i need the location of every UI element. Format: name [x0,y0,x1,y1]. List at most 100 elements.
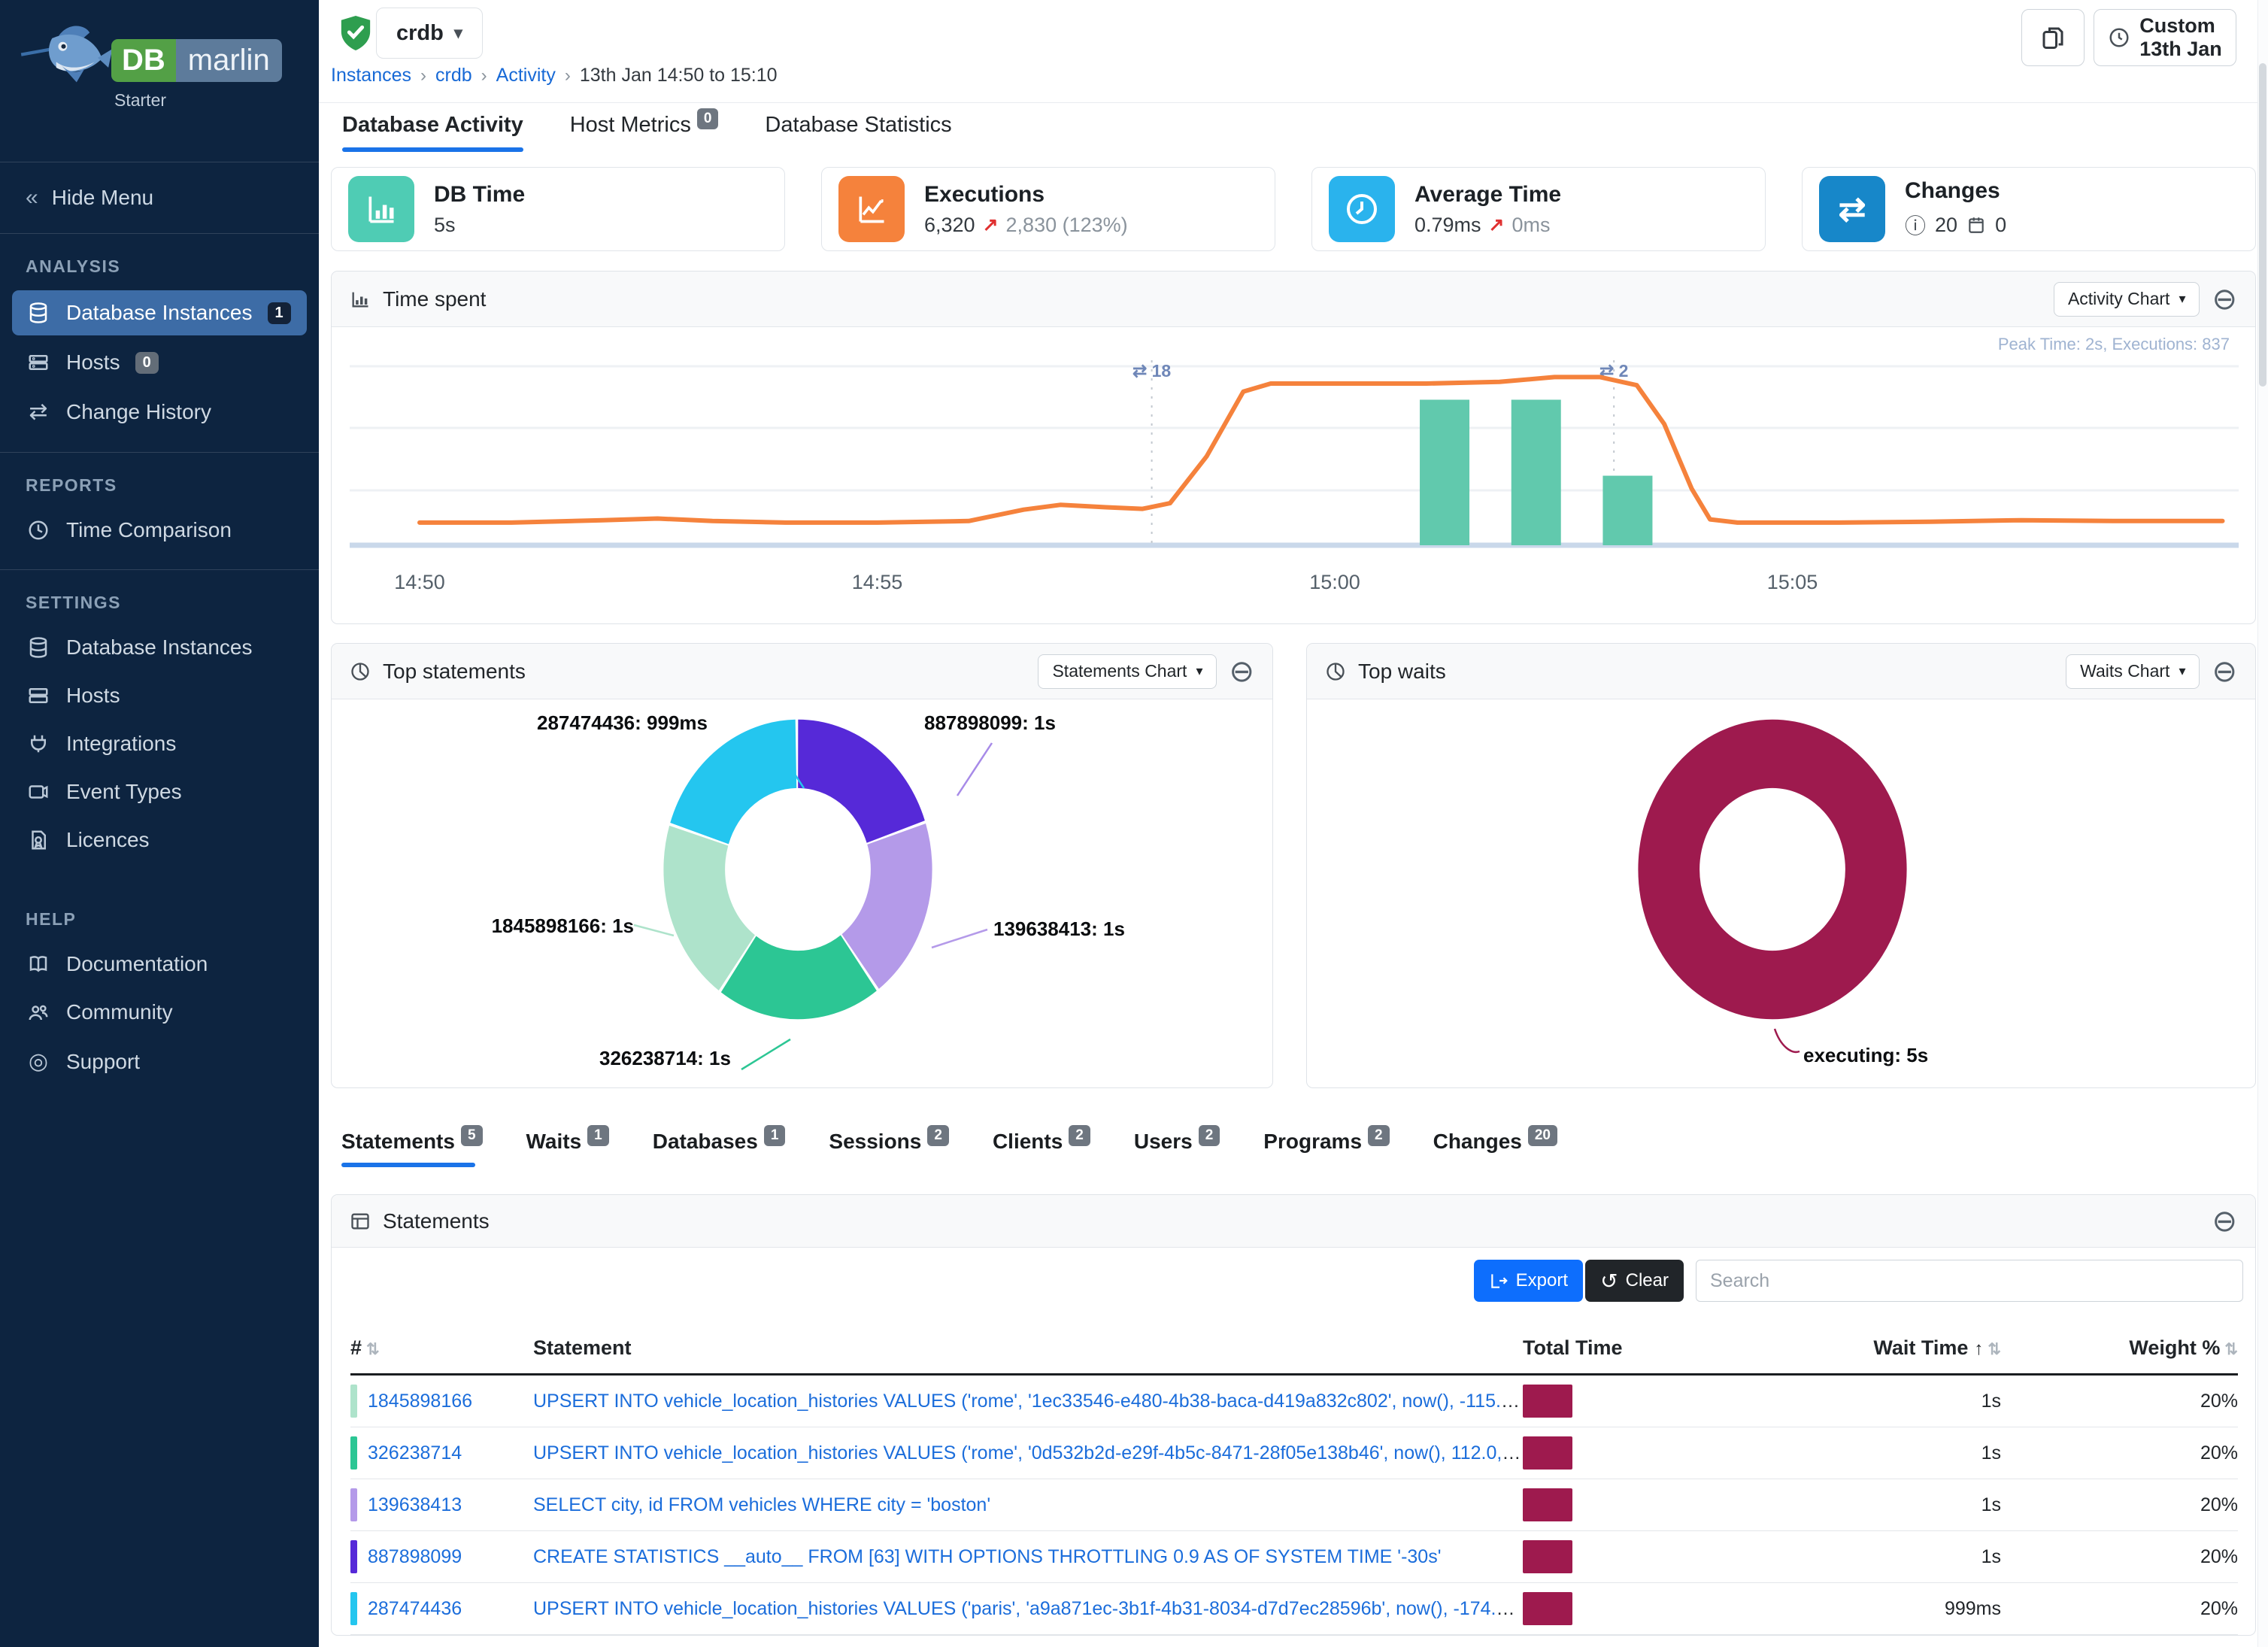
sidebar-item-database-instances[interactable]: Database Instances 1 [12,290,307,335]
wait-time-value: 1s [1836,1479,2001,1531]
instance-selector[interactable]: crdb ▾ [376,8,483,59]
collapse-panel-icon[interactable]: ⊖ [2212,654,2237,688]
total-time-bar [1523,1436,1572,1470]
sidebar-item-label: Hosts [66,684,120,707]
tab-sessions[interactable]: Sessions 2 [829,1125,949,1167]
bar-chart-icon [348,176,414,242]
search-input[interactable] [1696,1260,2243,1302]
column-header-weight[interactable]: Weight % ⇅ [2001,1323,2238,1376]
tab-programs[interactable]: Programs 2 [1263,1125,1390,1167]
statement-color-chip [350,1488,357,1521]
column-header-id[interactable]: # ⇅ [350,1323,533,1376]
metric-title: Executions [924,181,1045,207]
plan-tier-label: Starter [114,90,167,110]
statements-chart-selector[interactable]: Statements Chart ▾ [1038,654,1217,689]
statements-donut-chart[interactable]: 287474436: 999ms 887898099: 1s 184589816… [332,699,1272,1087]
sidebar-item-community[interactable]: Community [0,988,319,1036]
sidebar-item-label: Community [66,1000,173,1024]
time-range-button[interactable]: Custom 13th Jan [2094,9,2236,66]
sidebar-item-hosts-settings[interactable]: Hosts [0,672,319,720]
support-lifering-icon: ◎ [28,1049,49,1074]
tab-databases[interactable]: Databases 1 [653,1125,786,1167]
metric-card-db-time: DB Time 5s [331,167,785,251]
host-icon [26,351,51,374]
clear-button[interactable]: ↺ Clear [1585,1260,1684,1302]
statement-id-link[interactable]: 1845898166 [368,1390,473,1412]
copy-link-button[interactable] [2021,9,2085,66]
metric-value: 6,320 [924,213,975,236]
sidebar-item-support[interactable]: ◎ Support [0,1036,319,1087]
event-change-count: 0 [1995,213,2007,236]
waits-chart-selector[interactable]: Waits Chart ▾ [2066,654,2200,689]
export-button[interactable]: Export [1473,1260,1583,1302]
sidebar-item-change-history[interactable]: ⇄ Change History [0,387,319,437]
sort-icon: ⇅ [2224,1341,2238,1358]
sidebar-item-hosts[interactable]: Hosts 0 [0,338,319,387]
sidebar-item-integrations[interactable]: Integrations [0,720,319,768]
tab-statements[interactable]: Statements 5 [341,1125,483,1167]
statement-link[interactable]: UPSERT INTO vehicle_location_histories V… [533,1390,1523,1412]
tab-waits[interactable]: Waits 1 [526,1125,609,1167]
statement-link[interactable]: UPSERT INTO vehicle_location_histories V… [533,1597,1523,1619]
breadcrumb-crdb[interactable]: crdb [435,65,472,86]
statement-id-link[interactable]: 887898099 [368,1545,462,1567]
tab-clients[interactable]: Clients 2 [993,1125,1090,1167]
sidebar-item-event-types[interactable]: Event Types [0,768,319,816]
detail-tabs: Statements 5 Waits 1 Databases 1 Sessions 2 … [341,1125,1557,1167]
divider [0,569,319,570]
column-header-statement[interactable]: Statement [533,1323,1523,1376]
column-header-total-time[interactable]: Total Time [1523,1323,1836,1376]
collapse-panel-icon[interactable]: ⊖ [2212,1204,2237,1238]
breadcrumb-activity[interactable]: Activity [496,65,556,86]
collapse-panel-icon[interactable]: ⊖ [2212,282,2237,316]
panel-title: Statements [383,1209,490,1233]
statement-link[interactable]: SELECT city, id FROM vehicles WHERE city… [533,1494,991,1515]
metric-title: Changes [1905,178,2000,203]
peak-note: Peak Time: 2s, Executions: 837 [1997,335,2230,353]
tab-database-statistics[interactable]: Database Statistics [765,113,952,137]
statement-link[interactable]: CREATE STATISTICS __auto__ FROM [63] WIT… [533,1545,1442,1567]
statement-id-link[interactable]: 326238714 [368,1442,462,1463]
time-spent-chart[interactable]: Peak Time: 2s, Executions: 837 ⇄ 18 ⇄ 2 14… [332,327,2255,623]
scrollbar[interactable] [2257,0,2268,1647]
hide-menu-label: Hide Menu [51,186,154,209]
donut-label: 326238714: 1s [599,1047,731,1069]
instance-name: crdb [396,20,444,45]
top-waits-panel: Top waits Waits Chart ▾ ⊖ executing: 5s [1306,643,2256,1088]
sidebar-item-licences[interactable]: Licences [0,816,319,864]
column-header-wait-time[interactable]: Wait Time ↑ ⇅ [1836,1323,2001,1376]
collapse-panel-icon[interactable]: ⊖ [1229,654,1254,688]
sidebar-item-database-instances-settings[interactable]: Database Instances [0,623,319,672]
svg-text:15:00: 15:00 [1309,571,1360,593]
undo-icon: ↺ [1600,1269,1618,1293]
copy-icon [2042,27,2063,49]
tab-database-activity[interactable]: Database Activity [342,113,523,152]
tab-changes[interactable]: Changes 20 [1433,1125,1557,1167]
swap-arrows-icon: ⇄ [29,399,48,424]
sidebar-section-settings: SETTINGS [26,593,122,612]
waits-donut-chart[interactable]: executing: 5s [1307,699,2255,1087]
scrollbar-thumb[interactable] [2259,63,2266,387]
sidebar-item-label: Support [66,1049,141,1073]
chevron-down-icon: ▾ [1196,663,1203,678]
metric-value: 0.79ms [1414,213,1481,236]
statement-id-link[interactable]: 287474436 [368,1597,462,1619]
sidebar: DB marlin Starter « Hide Menu ANALYSIS Da… [0,0,319,1647]
tab-host-metrics[interactable]: Host Metrics 0 [570,108,719,152]
sidebar-item-documentation[interactable]: Documentation [0,940,319,988]
breadcrumb: Instances › crdb › Activity › 13th Jan 1… [331,65,778,86]
divider [0,452,319,453]
metric-card-average-time: Average Time 0.79ms ↗ 0ms [1311,167,1766,251]
hide-menu-button[interactable]: « Hide Menu [0,162,319,234]
time-spent-panel: Time spent Activity Chart ▾ ⊖ Peak Time:… [331,271,2256,624]
sort-ascending-icon: ↑ [1974,1339,1984,1359]
activity-chart-selector[interactable]: Activity Chart ▾ [2053,281,2200,317]
statement-link[interactable]: UPSERT INTO vehicle_location_histories V… [533,1442,1523,1463]
breadcrumb-instances[interactable]: Instances [331,65,412,86]
top-statements-panel: Top statements Statements Chart ▾ ⊖ 2874… [331,643,1273,1088]
tab-users[interactable]: Users 2 [1134,1125,1220,1167]
clock-icon [2109,28,2129,47]
statement-color-chip [350,1436,357,1470]
statement-id-link[interactable]: 139638413 [368,1494,462,1515]
sidebar-item-time-comparison[interactable]: Time Comparison [0,506,319,554]
